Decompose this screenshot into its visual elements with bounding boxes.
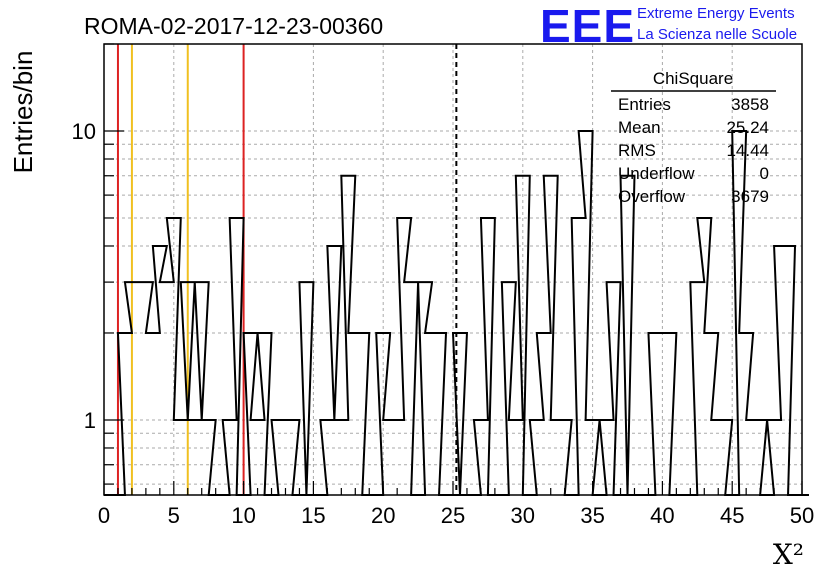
logo-line2: La Scienza nelle Scuole bbox=[637, 26, 797, 43]
chart-title: ROMA-02-2017-12-23-00360 bbox=[84, 13, 383, 39]
x-tick-label: 35 bbox=[580, 503, 604, 528]
stats-value: 3858 bbox=[731, 95, 769, 114]
grid bbox=[104, 43, 802, 495]
stats-box: ChiSquare Entries 3858 Mean 25.24 RMS 14.44 Un… bbox=[611, 69, 776, 206]
axes bbox=[103, 43, 803, 496]
x-axis-label: X² bbox=[773, 538, 804, 571]
stats-rows: Entries 3858 Mean 25.24 RMS 14.44 Underflow 0 Ov… bbox=[618, 95, 769, 206]
x-tick-label: 0 bbox=[98, 503, 110, 528]
y-tick-label: 10 bbox=[72, 119, 96, 144]
x-tick-label: 40 bbox=[650, 503, 674, 528]
x-tick-label: 30 bbox=[511, 503, 535, 528]
stats-value: 14.44 bbox=[726, 141, 769, 160]
y-axis-label: Entries/bin bbox=[8, 51, 38, 174]
y-tick-label: 1 bbox=[84, 408, 96, 433]
stats-value: 3679 bbox=[731, 187, 769, 206]
x-tick-label: 5 bbox=[168, 503, 180, 528]
y-tick-labels: 1 10 bbox=[72, 119, 96, 433]
x-tick-label: 45 bbox=[720, 503, 744, 528]
eee-logo: EEE Extreme Energy Events La Scienza nel… bbox=[540, 0, 797, 52]
reference-lines bbox=[116, 44, 458, 495]
x-tick-label: 50 bbox=[790, 503, 814, 528]
x-tick-label: 20 bbox=[371, 503, 395, 528]
stats-label: Mean bbox=[618, 118, 661, 137]
x-tick-label: 15 bbox=[301, 503, 325, 528]
stats-label: Entries bbox=[618, 95, 671, 114]
x-tick-label: 10 bbox=[231, 503, 255, 528]
stats-label: RMS bbox=[618, 141, 656, 160]
logo-line1: Extreme Energy Events bbox=[637, 5, 795, 22]
x-tick-labels: 0 5 10 15 20 25 30 35 40 45 50 bbox=[98, 503, 814, 528]
stats-title: ChiSquare bbox=[653, 69, 733, 88]
stats-value: 0 bbox=[760, 164, 769, 183]
x-tick-label: 25 bbox=[441, 503, 465, 528]
stats-value: 25.24 bbox=[726, 118, 769, 137]
stats-label: Underflow bbox=[618, 164, 695, 183]
stats-label: Overflow bbox=[618, 187, 686, 206]
